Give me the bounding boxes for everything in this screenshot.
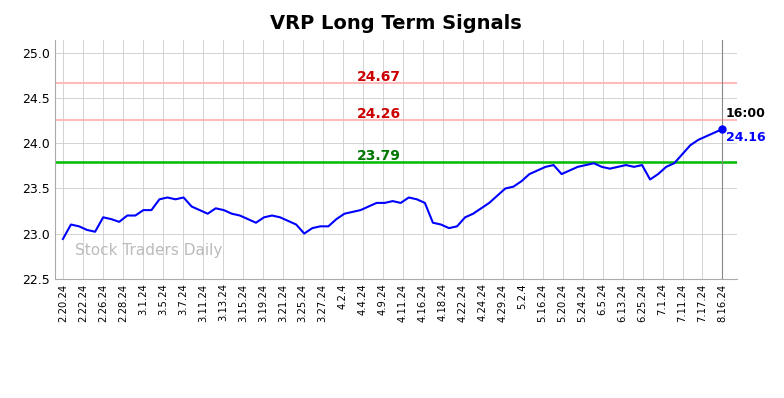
Text: Stock Traders Daily: Stock Traders Daily bbox=[75, 243, 223, 258]
Title: VRP Long Term Signals: VRP Long Term Signals bbox=[270, 14, 522, 33]
Text: 16:00: 16:00 bbox=[726, 107, 765, 120]
Text: 24.26: 24.26 bbox=[357, 107, 401, 121]
Text: 24.16: 24.16 bbox=[726, 131, 765, 144]
Text: 24.67: 24.67 bbox=[357, 70, 401, 84]
Text: 23.79: 23.79 bbox=[357, 149, 401, 163]
